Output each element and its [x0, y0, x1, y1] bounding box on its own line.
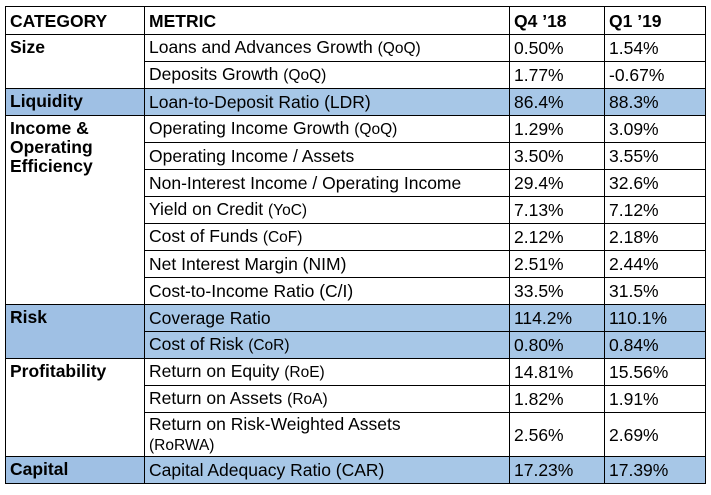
table-row: Operating Income / Assets 3.50% 3.55% [6, 142, 706, 170]
q1-value: 3.55% [604, 142, 706, 170]
metric-abbr: (QoQ) [283, 67, 327, 84]
header-q1-2019: Q1 ’19 [604, 6, 706, 35]
metric-cell: Deposits Growth (QoQ) [144, 61, 510, 89]
metric-cell: Cost of Funds (CoF) [144, 223, 510, 251]
q1-value: 7.12% [604, 196, 706, 224]
metric-cell: Operating Income Growth (QoQ) [144, 115, 510, 143]
metric-label: Loan-to-Deposit Ratio (LDR) [144, 88, 510, 116]
q4-value: 7.13% [509, 196, 605, 224]
metric-label: Operating Income / Assets [144, 142, 510, 170]
q4-value: 29.4% [509, 169, 605, 197]
table-row: Profitability Return on Equity (RoE) 14.… [5, 358, 706, 457]
metric-cell: Loans and Advances Growth (QoQ) [144, 34, 510, 62]
header-metric: METRIC [144, 6, 510, 35]
metric-cell: Return on Assets (RoA) [144, 385, 510, 413]
metric-abbr: (QoQ) [377, 40, 421, 57]
metric-label: Loans and Advances Growth [149, 37, 373, 57]
metric-label: Return on Assets [149, 388, 283, 408]
table-row: Net Interest Margin (NIM) 2.51% 2.44% [6, 250, 706, 278]
q4-value: 114.2% [509, 304, 605, 332]
table-row: Deposits Growth (QoQ) 1.77% -0.67% [6, 61, 706, 89]
q1-value: 110.1% [604, 304, 706, 332]
category-capital: Capital [5, 456, 145, 484]
q4-value: 86.4% [509, 88, 605, 116]
header-q4-2018: Q4 ’18 [509, 6, 605, 35]
q1-value: 2.69% [604, 412, 706, 457]
metric-label: Operating Income Growth [149, 118, 350, 138]
q4-value: 0.80% [509, 331, 605, 359]
metric-abbr: (QoQ) [354, 121, 398, 138]
table-row: Cost-to-Income Ratio (C/I) 33.5% 31.5% [6, 277, 706, 305]
category-income-operating-efficiency: Income & Operating Efficiency [5, 115, 145, 305]
q1-value: 1.91% [604, 385, 706, 413]
metric-label: Yield on Credit [149, 199, 264, 219]
category-size: Size [5, 34, 145, 89]
table-row: Yield on Credit (YoC) 7.13% 7.12% [6, 196, 706, 224]
q1-value: 17.39% [604, 456, 706, 484]
table-row: Liquidity Loan-to-Deposit Ratio (LDR) 86… [5, 88, 706, 116]
q1-value: 31.5% [604, 277, 706, 305]
metric-cell: Yield on Credit (YoC) [144, 196, 510, 224]
q1-value: 3.09% [604, 115, 706, 143]
header-category: CATEGORY [5, 6, 145, 35]
q4-value: 2.12% [509, 223, 605, 251]
metric-abbr: (RoA) [287, 391, 328, 408]
metric-label: Cost-to-Income Ratio (C/I) [144, 277, 510, 305]
metric-label: Net Interest Margin (NIM) [144, 250, 510, 278]
q4-value: 2.51% [509, 250, 605, 278]
q4-value: 3.50% [509, 142, 605, 170]
table-row: Risk Coverage Ratio 114.2% 110.1% [5, 304, 706, 359]
metric-label: Coverage Ratio [144, 304, 510, 332]
metric-abbr: (YoC) [268, 202, 308, 219]
metric-label: Return on Equity [149, 361, 280, 381]
q4-value: 1.29% [509, 115, 605, 143]
q1-value: 0.84% [604, 331, 706, 359]
metric-label: Non-Interest Income / Operating Income [144, 169, 510, 197]
q4-value: 14.81% [509, 358, 605, 386]
table-row: Income & Operating Efficiency Operating … [5, 115, 706, 305]
q4-value: 2.56% [509, 412, 605, 457]
metric-label: Cost of Funds [149, 226, 258, 246]
metric-label: Return on Risk-Weighted Assets [149, 413, 401, 434]
q1-value: 1.54% [604, 34, 706, 62]
metric-abbr: (RoE) [284, 364, 325, 381]
q1-value: 32.6% [604, 169, 706, 197]
metric-cell: Cost of Risk (CoR) [144, 331, 510, 359]
metrics-table: CATEGORY METRIC Q4 ’18 Q1 ’19 Size Loans… [5, 6, 706, 484]
metric-cell: Return on Risk-Weighted Assets (RoRWA) [144, 412, 510, 457]
metric-cell: Return on Equity (RoE) [144, 358, 510, 386]
metric-abbr: (CoR) [248, 337, 290, 354]
q1-value: -0.67% [604, 61, 706, 89]
category-liquidity: Liquidity [5, 88, 145, 116]
table-row: Size Loans and Advances Growth (QoQ) 0.5… [5, 34, 706, 89]
q1-value: 88.3% [604, 88, 706, 116]
metric-abbr: (CoF) [262, 229, 303, 246]
category-profitability: Profitability [5, 358, 145, 457]
metric-label: Deposits Growth [149, 64, 279, 84]
table-row: Cost of Funds (CoF) 2.12% 2.18% [6, 223, 706, 251]
header-row: CATEGORY METRIC Q4 ’18 Q1 ’19 [5, 6, 706, 35]
category-risk: Risk [5, 304, 145, 359]
q1-value: 2.44% [604, 250, 706, 278]
q4-value: 1.77% [509, 61, 605, 89]
q4-value: 1.82% [509, 385, 605, 413]
metric-abbr: (RoRWA) [149, 436, 215, 454]
metric-label: Cost of Risk [149, 334, 244, 354]
metric-label: Capital Adequacy Ratio (CAR) [144, 456, 510, 484]
q1-value: 2.18% [604, 223, 706, 251]
q4-value: 17.23% [509, 456, 605, 484]
q4-value: 33.5% [509, 277, 605, 305]
q4-value: 0.50% [509, 34, 605, 62]
q1-value: 15.56% [604, 358, 706, 386]
table-row: Capital Capital Adequacy Ratio (CAR) 17.… [5, 456, 706, 484]
